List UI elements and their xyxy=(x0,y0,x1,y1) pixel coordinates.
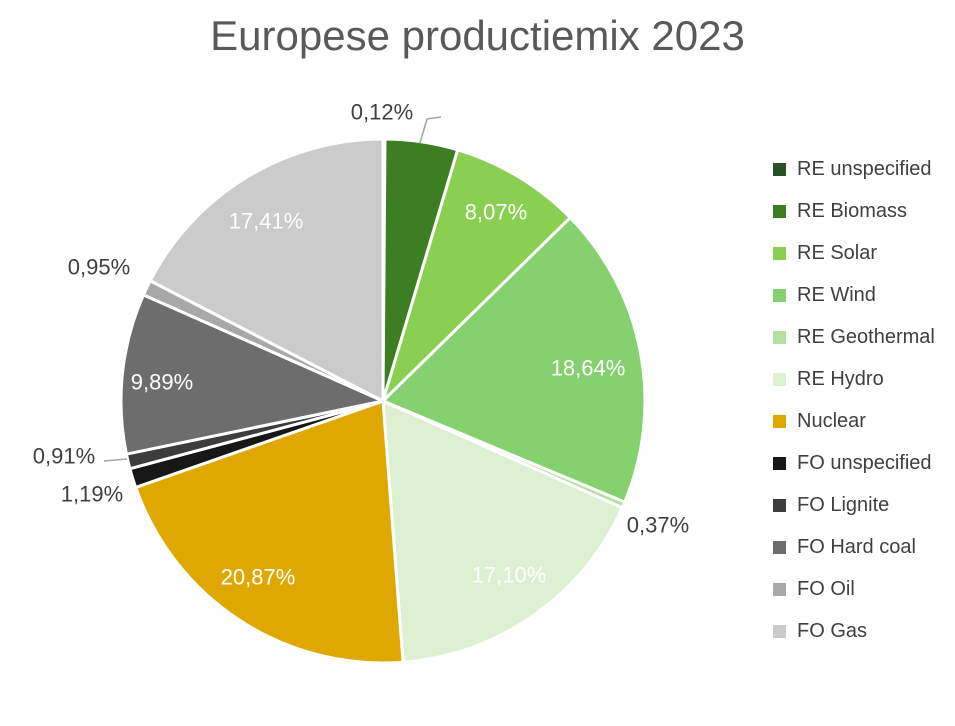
legend-swatch-re-biomass xyxy=(773,204,786,218)
slice-label-fo-oil: 0,95% xyxy=(68,255,130,280)
legend-item-re-wind: RE Wind xyxy=(773,283,953,306)
legend-label-re-wind: RE Wind xyxy=(797,283,876,306)
legend-item-re-geothermal: RE Geothermal xyxy=(773,325,953,348)
legend-item-re-biomass: RE Biomass xyxy=(773,199,953,222)
chart-title: Europese productiemix 2023 xyxy=(210,12,745,59)
legend-label-fo-gas: FO Gas xyxy=(797,619,868,642)
slice-label-fo-hard-coal: 9,89% xyxy=(131,370,193,395)
slice-label-fo-unspecified: 1,19% xyxy=(61,482,123,507)
legend-swatch-re-wind xyxy=(773,288,786,302)
slice-label-fo-lignite: 0,91% xyxy=(33,444,95,469)
slice-label-re-solar: 8,07% xyxy=(465,200,527,225)
legend-item-fo-unspecified: FO unspecified xyxy=(773,451,953,474)
legend-item-fo-oil: FO Oil xyxy=(773,577,953,600)
legend-item-re-solar: RE Solar xyxy=(773,241,953,264)
slice-label-re-geothermal: 0,37% xyxy=(627,513,689,538)
legend-label-fo-lignite: FO Lignite xyxy=(797,493,890,516)
legend-label-re-solar: RE Solar xyxy=(797,241,878,264)
legend-swatch-re-unspecified xyxy=(773,162,786,176)
legend-label-re-biomass: RE Biomass xyxy=(797,199,908,222)
legend-item-fo-gas: FO Gas xyxy=(773,619,953,642)
legend-swatch-fo-lignite xyxy=(773,498,786,512)
legend-label-re-hydro: RE Hydro xyxy=(797,367,884,390)
slice-label-re-unspecified: 0,12% xyxy=(351,100,413,125)
slice-label-re-hydro: 17,10% xyxy=(472,563,547,588)
legend-item-fo-hard-coal: FO Hard coal xyxy=(773,535,953,558)
legend-swatch-fo-gas xyxy=(773,624,786,638)
pie-slice-re-solar xyxy=(381,148,572,403)
legend-label-fo-oil: FO Oil xyxy=(797,577,855,600)
legend-label-re-unspecified: RE unspecified xyxy=(797,157,932,180)
legend-swatch-re-solar xyxy=(773,246,786,260)
legend-item-fo-lignite: FO Lignite xyxy=(773,493,953,516)
pie-slice-fo-gas xyxy=(148,137,385,403)
legend-label-fo-hard-coal: FO Hard coal xyxy=(797,535,916,558)
legend-label-nuclear: Nuclear xyxy=(797,409,866,432)
slice-label-nuclear: 20,87% xyxy=(221,565,296,590)
pie-slice-re-wind xyxy=(381,216,647,504)
legend: RE unspecified RE Biomass RE Solar RE Wind R… xyxy=(773,157,953,663)
slice-label-re-wind: 18,64% xyxy=(551,356,626,381)
legend-label-fo-unspecified: FO unspecified xyxy=(797,451,932,474)
legend-swatch-nuclear xyxy=(773,414,786,428)
legend-swatch-fo-hard-coal xyxy=(773,540,786,554)
legend-label-re-geothermal: RE Geothermal xyxy=(797,325,935,348)
legend-item-nuclear: Nuclear xyxy=(773,409,953,432)
legend-item-re-hydro: RE Hydro xyxy=(773,367,953,390)
legend-swatch-fo-oil xyxy=(773,582,786,596)
legend-item-re-unspecified: RE unspecified xyxy=(773,157,953,180)
pie-slice-re-hydro xyxy=(381,399,624,664)
pie-slice-fo-hard-coal xyxy=(119,293,385,456)
pie-slice-nuclear xyxy=(134,399,405,665)
leader-line-fo-lignite xyxy=(103,458,128,462)
legend-swatch-re-geothermal xyxy=(773,330,786,344)
slice-label-fo-gas: 17,41% xyxy=(229,209,304,234)
legend-swatch-re-hydro xyxy=(773,372,786,386)
legend-swatch-fo-unspecified xyxy=(773,456,786,470)
leader-line-re-unspecified xyxy=(419,116,442,144)
